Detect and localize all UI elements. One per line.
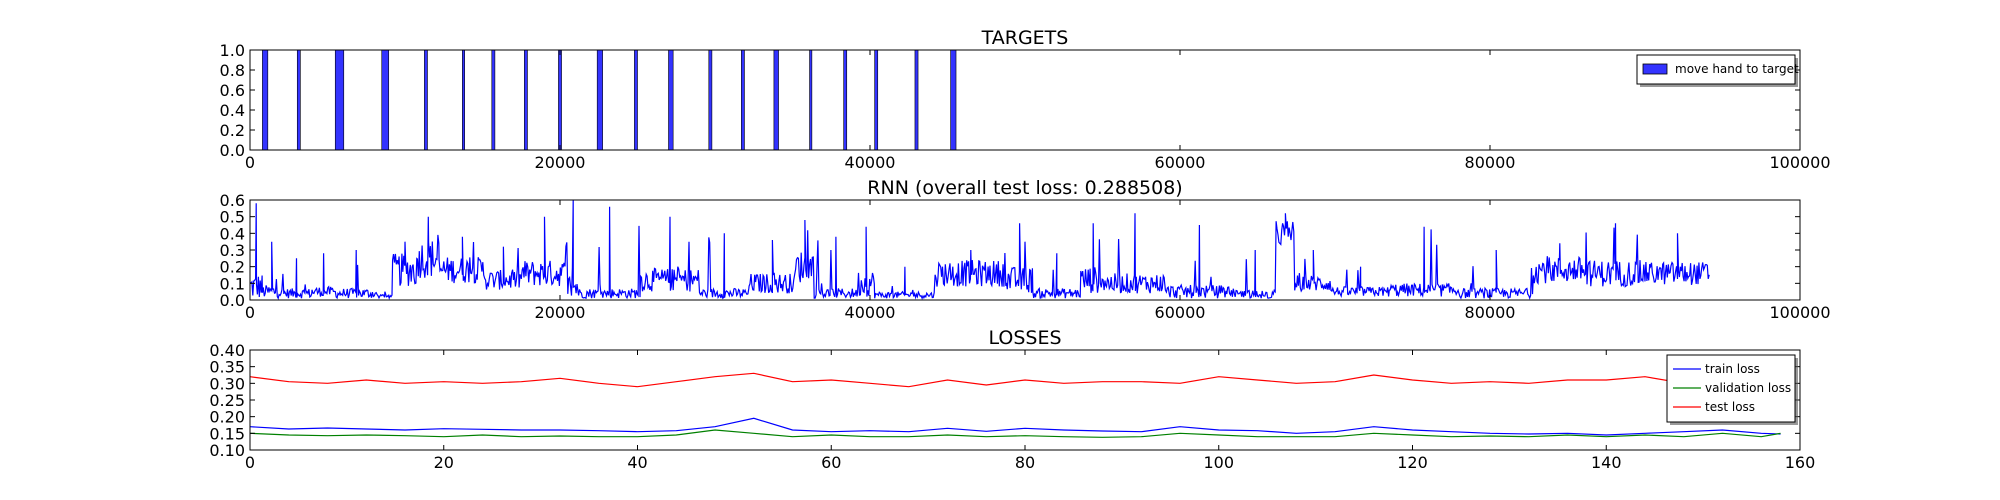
x-tick-label: 40000: [845, 303, 896, 322]
targets-bars: [262, 49, 957, 151]
y-tick-label: 0.6: [220, 81, 245, 100]
test-loss-line: [249, 372, 1781, 388]
target-bar: [843, 49, 848, 151]
y-tick-label: 0.8: [220, 61, 245, 80]
target-bar: [809, 49, 813, 151]
y-tick-label: 0.40: [209, 341, 245, 360]
losses-ticks: 0 20 40 60 80 100 120 140 1600.100.150.200.250.3…: [209, 341, 1815, 472]
target-bar: [741, 49, 745, 151]
targets-panel: TARGETS 0 20000 40000 60000 80000 1000000.00.…: [220, 27, 1831, 172]
target-bar: [296, 49, 301, 151]
y-tick-label: 0.2: [220, 258, 245, 277]
targets-legend: move hand to target: [1636, 54, 1799, 87]
y-tick-label: 0.0: [220, 141, 245, 160]
targets-title: TARGETS: [981, 27, 1069, 49]
losses-legend: train loss validation loss test loss: [1666, 354, 1798, 425]
x-tick-label: 40: [627, 453, 647, 472]
target-bar: [668, 49, 674, 151]
x-tick-label: 60000: [1155, 153, 1206, 172]
rnn-line: [249, 199, 1710, 300]
target-bar: [491, 49, 496, 151]
rnn-title: RNN (overall test loss: 0.288508): [867, 177, 1182, 199]
target-bar: [462, 49, 465, 151]
target-bar: [914, 49, 919, 151]
legend-label: test loss: [1705, 400, 1755, 414]
x-tick-label: 40000: [845, 153, 896, 172]
x-tick-label: 60: [821, 453, 841, 472]
losses-title: LOSSES: [988, 327, 1061, 349]
x-tick-label: 80: [1015, 453, 1035, 472]
y-tick-label: 0.15: [209, 424, 245, 443]
x-tick-label: 100: [1203, 453, 1234, 472]
target-bar: [262, 49, 269, 151]
y-tick-label: 0.10: [209, 441, 245, 460]
target-bar: [596, 49, 603, 151]
validation-loss-line: [249, 429, 1781, 438]
y-tick-label: 0.25: [209, 391, 245, 410]
legend-swatch: [1642, 63, 1668, 75]
x-tick-label: 100000: [1769, 153, 1830, 172]
target-bar: [773, 49, 779, 151]
y-tick-label: 0.20: [209, 408, 245, 427]
y-tick-label: 1.0: [220, 41, 245, 60]
y-tick-label: 0.3: [220, 241, 245, 260]
y-tick-label: 0.6: [220, 191, 245, 210]
target-bar: [874, 49, 879, 151]
x-tick-label: 0: [245, 453, 255, 472]
x-tick-label: 120: [1397, 453, 1428, 472]
x-tick-label: 20: [434, 453, 454, 472]
x-tick-label: 100000: [1769, 303, 1830, 322]
target-bar: [708, 49, 713, 151]
rnn-panel: RNN (overall test loss: 0.288508) 0 20000…: [220, 177, 1831, 322]
target-bar: [950, 49, 957, 151]
x-tick-label: 140: [1591, 453, 1622, 472]
train-loss-line: [249, 417, 1781, 436]
x-tick-label: 80000: [1465, 303, 1516, 322]
losses-panel: LOSSES 0 20 40 60 80 100 120 140 160 0.100.150.20…: [209, 327, 1815, 472]
targets-ticks: 0 20000 40000 60000 80000 100000 0.00.20.40.60…: [220, 41, 1831, 172]
x-tick-label: 0: [245, 153, 255, 172]
x-tick-label: 60000: [1155, 303, 1206, 322]
target-bar: [381, 49, 390, 151]
x-tick-label: 20000: [535, 303, 586, 322]
target-bar: [634, 49, 638, 151]
target-bar: [424, 49, 428, 151]
y-tick-label: 0.1: [220, 274, 245, 293]
y-tick-label: 0.35: [209, 358, 245, 377]
legend-label: move hand to target: [1675, 62, 1799, 76]
y-tick-label: 0.0: [220, 291, 245, 310]
target-bar: [334, 49, 345, 151]
target-bar: [524, 49, 528, 151]
y-tick-label: 0.4: [220, 101, 245, 120]
y-tick-label: 0.2: [220, 121, 245, 140]
x-tick-label: 160: [1785, 453, 1816, 472]
x-tick-label: 80000: [1465, 153, 1516, 172]
legend-label: train loss: [1705, 362, 1760, 376]
rnn-output-line: [249, 199, 1710, 300]
targets-plot-frame: [249, 49, 1801, 151]
legend-label: validation loss: [1705, 381, 1791, 395]
x-tick-label: 20000: [535, 153, 586, 172]
target-bar: [558, 49, 562, 151]
x-tick-label: 0: [245, 303, 255, 322]
y-tick-label: 0.5: [220, 208, 245, 227]
y-tick-label: 0.4: [220, 224, 245, 243]
rnn-ticks: 0 20000 40000 60000 80000 1000000.00.10.20.30…: [220, 191, 1831, 322]
y-tick-label: 0.30: [209, 374, 245, 393]
losses-lines: [249, 372, 1781, 438]
